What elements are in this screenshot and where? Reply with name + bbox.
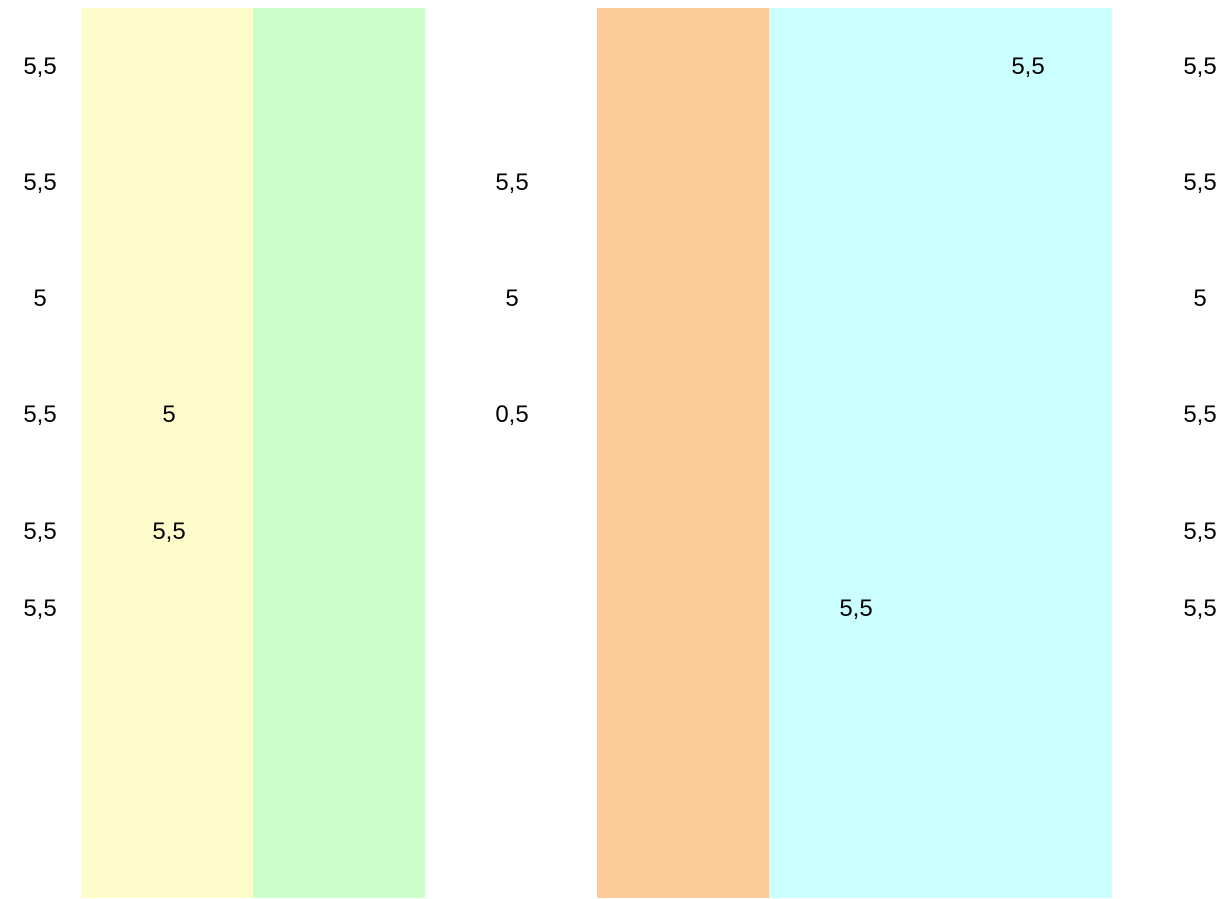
right-cell-3: 5 xyxy=(1193,285,1207,312)
right-cell-1: 5,5 xyxy=(1183,53,1217,80)
cyan-column-band xyxy=(769,8,1112,898)
left-cell-2: 5,5 xyxy=(23,169,57,196)
middle-cell-3: 0,5 xyxy=(495,401,529,428)
right-cell-5: 5,5 xyxy=(1183,518,1217,545)
left-cell-4: 5,5 xyxy=(23,401,57,428)
cyan-cell-bottom: 5,5 xyxy=(839,595,873,622)
middle-cell-1: 5,5 xyxy=(495,169,529,196)
left-cell-3: 5 xyxy=(33,285,47,312)
left-cell-5: 5,5 xyxy=(23,518,57,545)
left-cell-6: 5,5 xyxy=(23,595,57,622)
middle-cell-2: 5 xyxy=(505,285,519,312)
yellow-cell-2: 5,5 xyxy=(152,518,186,545)
right-cell-4: 5,5 xyxy=(1183,401,1217,428)
orange-column-band xyxy=(597,8,769,898)
yellow-column-band xyxy=(81,8,253,898)
yellow-cell-1: 5 xyxy=(162,401,176,428)
right-cell-6: 5,5 xyxy=(1183,595,1217,622)
cyan-cell-top: 5,5 xyxy=(1011,53,1045,80)
green-column-band xyxy=(253,8,425,898)
right-cell-2: 5,5 xyxy=(1183,169,1217,196)
left-cell-1: 5,5 xyxy=(23,53,57,80)
